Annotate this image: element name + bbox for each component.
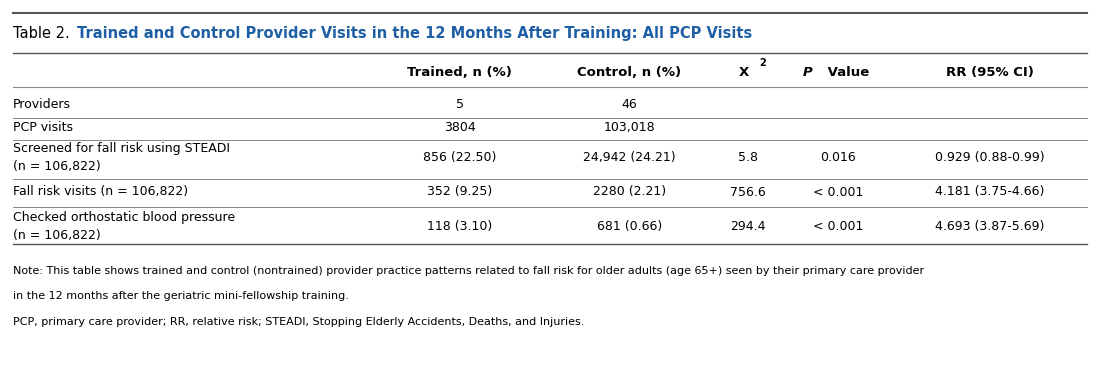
Text: P: P [803,66,813,79]
Text: 118 (3.10): 118 (3.10) [427,220,493,233]
Text: 856 (22.50): 856 (22.50) [424,151,496,164]
Text: 5.8: 5.8 [738,151,758,164]
Text: 4.181 (3.75-4.66): 4.181 (3.75-4.66) [935,185,1045,199]
Text: 46: 46 [621,98,637,111]
Text: Fall risk visits (n = 106,822): Fall risk visits (n = 106,822) [13,185,188,199]
Text: in the 12 months after the geriatric mini-fellowship training.: in the 12 months after the geriatric min… [13,291,349,301]
Text: 0.016: 0.016 [821,151,856,164]
Text: PCP, primary care provider; RR, relative risk; STEADI, Stopping Elderly Accident: PCP, primary care provider; RR, relative… [13,317,584,327]
Text: Note: This table shows trained and control (nontrained) provider practice patter: Note: This table shows trained and contr… [13,266,924,276]
Text: Screened for fall risk using STEADI
(n = 106,822): Screened for fall risk using STEADI (n =… [13,142,230,173]
Text: Trained and Control Provider Visits in the 12 Months After Training: All PCP Vis: Trained and Control Provider Visits in t… [77,26,752,41]
Text: 24,942 (24.21): 24,942 (24.21) [583,151,675,164]
Text: 4.693 (3.87-5.69): 4.693 (3.87-5.69) [935,220,1045,233]
Text: RR (95% CI): RR (95% CI) [946,66,1034,79]
Text: 756.6: 756.6 [730,185,766,199]
Text: X: X [739,66,749,79]
Text: Control, n (%): Control, n (%) [578,66,681,79]
Text: 294.4: 294.4 [730,220,766,233]
Text: PCP visits: PCP visits [13,121,74,134]
Text: 0.929 (0.88-0.99): 0.929 (0.88-0.99) [935,151,1045,164]
Text: 5: 5 [455,98,464,111]
Text: Checked orthostatic blood pressure
(n = 106,822): Checked orthostatic blood pressure (n = … [13,211,235,242]
Text: 2: 2 [759,58,766,68]
Text: 681 (0.66): 681 (0.66) [596,220,662,233]
Text: 3804: 3804 [444,121,475,134]
Text: Trained, n (%): Trained, n (%) [407,66,513,79]
Text: Providers: Providers [13,98,72,111]
Text: 352 (9.25): 352 (9.25) [427,185,493,199]
Text: 103,018: 103,018 [604,121,654,134]
Text: < 0.001: < 0.001 [813,185,864,199]
Text: Table 2.: Table 2. [13,26,75,41]
Text: < 0.001: < 0.001 [813,220,864,233]
Text: Value: Value [823,66,869,79]
Text: 2280 (2.21): 2280 (2.21) [593,185,666,199]
